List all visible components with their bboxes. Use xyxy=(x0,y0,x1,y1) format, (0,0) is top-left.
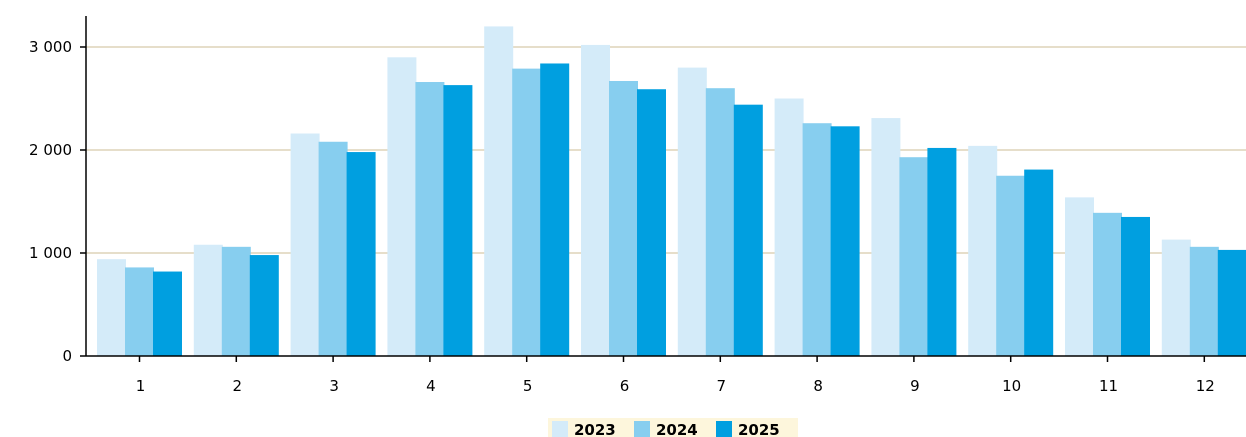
bar-2025-5 xyxy=(540,63,570,356)
bar-2024-3 xyxy=(318,141,348,356)
bar-2024-10 xyxy=(996,175,1026,356)
legend: 2023 2024 2025 xyxy=(548,418,798,437)
bar-2023-3 xyxy=(290,133,320,356)
bar-2024-11 xyxy=(1093,212,1122,356)
bar-2025-7 xyxy=(733,104,763,357)
legend-swatch-2024 xyxy=(634,421,650,437)
bar-2023-7 xyxy=(677,67,707,356)
legend-swatch-2025 xyxy=(716,421,732,437)
x-tick-label: 7 xyxy=(717,377,727,395)
y-tick-label: 1 000 xyxy=(29,244,72,262)
bar-2024-7 xyxy=(705,88,735,356)
bar-2025-12 xyxy=(1217,249,1246,356)
bar-2025-4 xyxy=(443,85,473,357)
bar-2024-9 xyxy=(899,157,929,356)
x-tick-label: 2 xyxy=(233,377,243,395)
legend-label-2024: 2024 xyxy=(656,421,698,437)
x-tick-label: 10 xyxy=(1002,377,1021,395)
y-tick-labels: 0 1 000 2 000 3 000 xyxy=(29,38,86,365)
bar-2023-4 xyxy=(387,57,417,357)
legend-label-2025: 2025 xyxy=(738,421,780,437)
bar-2024-12 xyxy=(1189,246,1219,356)
bar-2025-1 xyxy=(153,271,182,356)
bar-2025-3 xyxy=(346,152,376,356)
x-tick-label: 4 xyxy=(426,377,436,395)
bar-2024-4 xyxy=(415,82,445,357)
y-tick-label: 3 000 xyxy=(29,38,72,56)
bar-2025-10 xyxy=(1024,169,1054,356)
bar-2025-2 xyxy=(249,255,279,356)
bar-2024-6 xyxy=(609,80,638,357)
bar-2025-8 xyxy=(830,126,860,356)
bar-2023-6 xyxy=(581,44,610,356)
bar-2024-2 xyxy=(221,246,251,356)
y-tick-label: 0 xyxy=(62,347,72,365)
y-tick-label: 2 000 xyxy=(29,141,72,159)
bar-2025-6 xyxy=(637,89,666,356)
bar-2025-9 xyxy=(927,147,957,356)
x-tick-label: 12 xyxy=(1196,377,1215,395)
x-tick-label: 6 xyxy=(620,377,630,395)
bar-2024-1 xyxy=(125,267,154,356)
legend-swatch-2023 xyxy=(552,421,568,437)
bar-2025-11 xyxy=(1121,216,1150,356)
x-tick-label: 5 xyxy=(523,377,533,395)
bar-2023-9 xyxy=(871,118,901,356)
bar-2024-8 xyxy=(802,123,832,356)
bar-2023-5 xyxy=(484,26,514,357)
x-tick-labels: 1 2 3 4 5 6 7 8 9 10 11 12 xyxy=(136,356,1215,395)
axes xyxy=(85,16,1246,357)
bar-2023-2 xyxy=(193,244,223,356)
bar-2023-11 xyxy=(1065,197,1094,356)
x-tick-label: 9 xyxy=(910,377,920,395)
legend-label-2023: 2023 xyxy=(574,421,616,437)
x-tick-label: 3 xyxy=(329,377,339,395)
x-tick-label: 8 xyxy=(813,377,823,395)
bar-2023-12 xyxy=(1161,239,1191,356)
bar-2023-8 xyxy=(774,98,804,356)
bar-2024-5 xyxy=(512,68,542,356)
legend-background xyxy=(548,418,798,437)
x-tick-label: 11 xyxy=(1099,377,1118,395)
bar-2023-10 xyxy=(968,145,998,356)
x-tick-label: 1 xyxy=(136,377,146,395)
bar-2023-1 xyxy=(97,259,126,356)
bars xyxy=(97,26,1246,357)
